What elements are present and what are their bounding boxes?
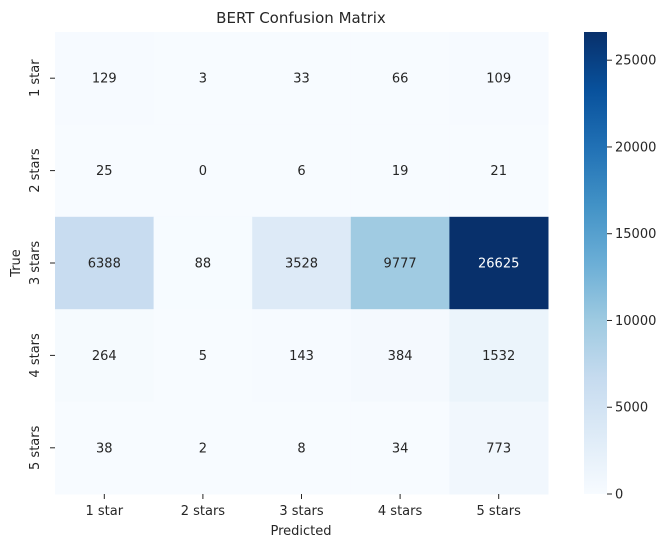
colorbar-tick-label: 15000 bbox=[615, 227, 656, 242]
heatmap-cell bbox=[449, 401, 549, 495]
colorbar-tick-label: 5000 bbox=[615, 401, 648, 416]
colorbar bbox=[584, 32, 607, 494]
colorbar-tick-label: 10000 bbox=[615, 314, 656, 329]
x-axis-label: Predicted bbox=[270, 524, 331, 539]
heatmap-cell bbox=[55, 32, 155, 125]
cell-value-label: 0 bbox=[199, 164, 207, 179]
heatmap-cell bbox=[252, 309, 352, 403]
y-tick-label: 1 star bbox=[28, 59, 43, 97]
cell-value-label: 38 bbox=[96, 441, 113, 456]
cell-value-label: 19 bbox=[392, 164, 409, 179]
heatmap-cell bbox=[350, 124, 450, 218]
cell-value-label: 1532 bbox=[482, 349, 515, 364]
colorbar-tick-label: 0 bbox=[615, 488, 623, 503]
cell-value-label: 34 bbox=[392, 441, 409, 456]
x-tick-label: 3 stars bbox=[279, 504, 324, 519]
colorbar-tick-label: 20000 bbox=[615, 140, 656, 155]
cell-value-label: 109 bbox=[486, 72, 511, 87]
cell-value-label: 264 bbox=[92, 349, 117, 364]
cell-value-label: 384 bbox=[388, 349, 413, 364]
heatmap-cell bbox=[350, 32, 450, 125]
heatmap-cell bbox=[153, 401, 253, 495]
cell-value-label: 8 bbox=[297, 441, 305, 456]
cell-value-label: 26625 bbox=[478, 257, 519, 272]
colorbar-tick-label: 25000 bbox=[615, 54, 656, 69]
heatmap-cell bbox=[55, 309, 155, 403]
cell-value-label: 88 bbox=[195, 257, 212, 272]
cell-value-label: 3528 bbox=[285, 257, 318, 272]
heatmap-cell bbox=[252, 124, 352, 218]
cell-value-label: 21 bbox=[490, 164, 507, 179]
heatmap-cell bbox=[153, 124, 253, 218]
heatmap-cell bbox=[350, 309, 450, 403]
cell-value-label: 6 bbox=[297, 164, 305, 179]
heatmap-cell bbox=[153, 309, 253, 403]
heatmap-cell bbox=[449, 32, 549, 125]
colorbar-ticks: 0 5000 10000 15000 20000 25000 bbox=[607, 54, 656, 503]
heatmap-cell bbox=[55, 401, 155, 495]
x-tick-label: 2 stars bbox=[181, 504, 226, 519]
heatmap-cell bbox=[350, 401, 450, 495]
cell-value-label: 33 bbox=[293, 72, 310, 87]
heatmap-cell bbox=[449, 216, 549, 310]
cell-value-label: 3 bbox=[199, 72, 207, 87]
y-tick-label: 4 stars bbox=[28, 333, 43, 378]
heatmap-cell bbox=[449, 309, 549, 403]
heatmap-cell bbox=[55, 124, 155, 218]
y-axis-ticks: 1 star 2 stars 3 stars 4 stars 5 stars bbox=[28, 59, 55, 470]
y-tick-label: 2 stars bbox=[28, 148, 43, 193]
cell-value-label: 66 bbox=[392, 72, 409, 87]
heatmap-cell bbox=[55, 216, 155, 310]
cell-value-label: 25 bbox=[96, 164, 113, 179]
heatmap-cell bbox=[252, 216, 352, 310]
x-axis-ticks: 1 star 2 stars 3 stars 4 stars 5 stars bbox=[86, 494, 522, 519]
heatmap-cell bbox=[153, 32, 253, 125]
cell-value-label: 6388 bbox=[88, 257, 121, 272]
cell-value-label: 2 bbox=[199, 441, 207, 456]
heatmap-cell bbox=[252, 401, 352, 495]
cell-value-label: 9777 bbox=[384, 257, 417, 272]
heatmap-cell bbox=[350, 216, 450, 310]
heatmap-cell bbox=[449, 124, 549, 218]
x-tick-label: 1 star bbox=[86, 504, 124, 519]
heatmap-cell bbox=[153, 216, 253, 310]
cell-value-label: 143 bbox=[289, 349, 314, 364]
cell-value-label: 773 bbox=[486, 441, 511, 456]
chart-title: BERT Confusion Matrix bbox=[216, 9, 386, 27]
heatmap-cell bbox=[252, 32, 352, 125]
cell-value-label: 129 bbox=[92, 72, 117, 87]
x-tick-label: 5 stars bbox=[477, 504, 522, 519]
x-tick-label: 4 stars bbox=[378, 504, 423, 519]
y-axis-label: True bbox=[9, 249, 24, 278]
y-tick-label: 3 stars bbox=[28, 241, 43, 286]
y-tick-label: 5 stars bbox=[28, 425, 43, 470]
cell-value-label: 5 bbox=[199, 349, 207, 364]
